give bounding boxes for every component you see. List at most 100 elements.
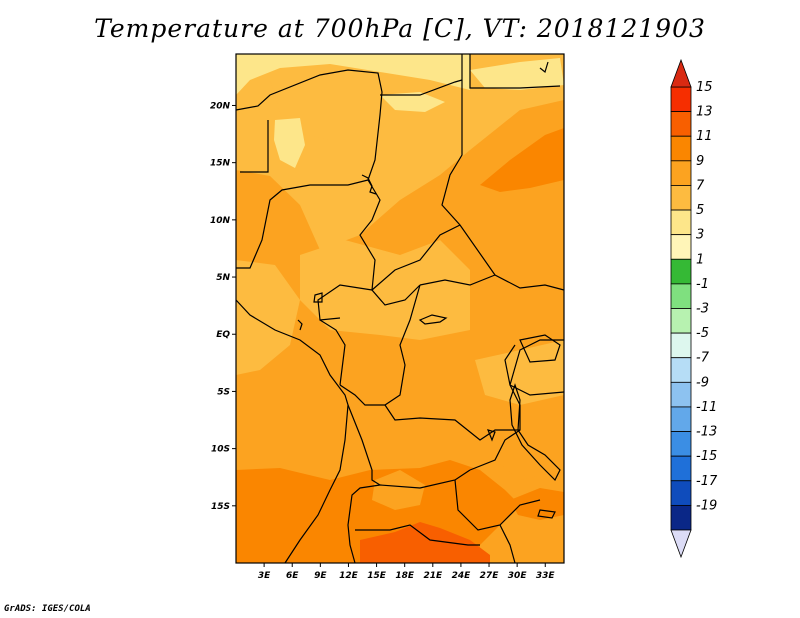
colorbar-block [670, 431, 692, 457]
x-tick-label: 24E [452, 571, 472, 581]
country-border-line [240, 120, 269, 173]
lake-outline [418, 314, 448, 325]
x-axis: 3E 6E 9E 12E 15E 18E 21E 24E 27E 30E 33E [258, 563, 556, 581]
map-frame [235, 53, 565, 564]
colorbar-label: -13 [696, 425, 717, 440]
x-tick-label: 33E [536, 571, 556, 581]
colorbar-label: -7 [696, 351, 710, 366]
country-border-line [339, 384, 385, 406]
country-border-line [317, 284, 373, 321]
river-outline [361, 174, 377, 195]
colorbar-label: -3 [696, 302, 709, 317]
country-border-line [347, 484, 381, 564]
colorbar-label: -17 [696, 474, 718, 489]
colorbar-block [670, 185, 692, 211]
y-ticks [232, 104, 236, 507]
colorbar-label: 7 [696, 178, 705, 193]
country-border-line [235, 69, 383, 181]
country-border-line [384, 404, 520, 441]
x-tick-label: 6E [286, 571, 299, 581]
field-band-7-9-east [475, 340, 564, 405]
colorbar-block [670, 504, 692, 531]
field-band-5-7-blob [380, 92, 445, 112]
field-band-5-7-nw [274, 118, 305, 168]
y-axis: 20N 15N 10N 5N EQ 5S 10S 15S [210, 101, 236, 512]
colorbar-label: 5 [696, 203, 704, 218]
y-tick-label: 15N [210, 159, 231, 169]
country-border-line [236, 179, 369, 269]
y-tick-label: 10N [210, 216, 231, 226]
field-band-7-9-west [236, 260, 300, 375]
colorbar-block [670, 160, 692, 186]
coastline [235, 299, 349, 564]
colorbar-label: -1 [696, 277, 709, 292]
colorbar-block [670, 234, 692, 260]
y-tick-label: 10S [211, 445, 230, 455]
colorbar-label: 11 [696, 129, 713, 144]
field-band-7-9-center [300, 240, 470, 340]
colorbar: 15 13 11 9 7 5 3 1 -1 -3 -5 -7 -9 -11 -13 -15 -17 -19 [670, 58, 718, 559]
x-tick-label: 9E [314, 571, 327, 581]
colorbar-label: 15 [696, 80, 713, 95]
field-band-7-9-north [270, 75, 460, 160]
y-tick-label: 15S [211, 502, 230, 512]
country-border-line [504, 344, 516, 386]
x-tick-label: 30E [508, 571, 528, 581]
y-tick-label: 20N [210, 101, 231, 111]
colorbar-under-triangle [670, 529, 692, 559]
colorbar-label: -11 [696, 400, 717, 415]
colorbar-block [670, 406, 692, 432]
country-border-line [419, 274, 496, 286]
lake-outline [313, 292, 323, 303]
colorbar-label: -5 [696, 326, 709, 341]
borders [235, 54, 565, 564]
colorbar-block [670, 357, 692, 383]
country-border-line [499, 524, 516, 564]
country-border-line [319, 319, 346, 386]
river-outline [297, 319, 303, 331]
country-border-line [347, 404, 381, 486]
colorbar-block [670, 283, 692, 309]
country-border-line [384, 284, 421, 406]
colorbar-block [670, 86, 692, 113]
x-tick-label: 27E [480, 571, 500, 581]
field-band-9-11-se [495, 410, 564, 480]
colorbar-label: 1 [696, 252, 704, 267]
country-border-line [469, 54, 561, 89]
field-band-11-13-ne [480, 128, 564, 192]
colorbar-block [670, 111, 692, 137]
field-band-5-7-north [236, 54, 470, 95]
colorbar-block [670, 455, 692, 482]
x-tick-label: 12E [339, 571, 359, 581]
colorbar-label: 3 [696, 228, 704, 243]
lake-outline [509, 383, 561, 482]
colorbar-label: -9 [696, 375, 709, 390]
colorbar-over-triangle [670, 58, 692, 88]
colorbar-block [670, 308, 692, 334]
colorbar-block [670, 381, 692, 408]
colorbar-block [670, 332, 692, 359]
colorbar-block [670, 480, 692, 506]
country-border-line [454, 479, 541, 531]
x-tick-label: 15E [367, 571, 387, 581]
colorbar-label: 9 [696, 154, 704, 169]
x-tick-label: 21E [423, 571, 443, 581]
x-ticks [263, 563, 546, 567]
field-band-9-11-inner [372, 470, 425, 510]
field-band-5-7-ne [470, 58, 564, 90]
colorbar-label: -15 [696, 449, 717, 464]
colorbar-label: 13 [696, 105, 713, 120]
lake-outline [537, 509, 556, 519]
country-border-line [359, 179, 421, 306]
colorbar-label: -19 [696, 498, 717, 513]
country-border-line [371, 224, 461, 291]
country-border-line [355, 524, 480, 546]
colorbar-block [670, 258, 692, 285]
temperature-field [236, 54, 564, 563]
x-tick-label: 3E [258, 571, 271, 581]
lake-outline [519, 334, 561, 363]
river-outline [539, 61, 549, 74]
lake-outline [486, 429, 496, 442]
country-border-line [380, 79, 463, 96]
